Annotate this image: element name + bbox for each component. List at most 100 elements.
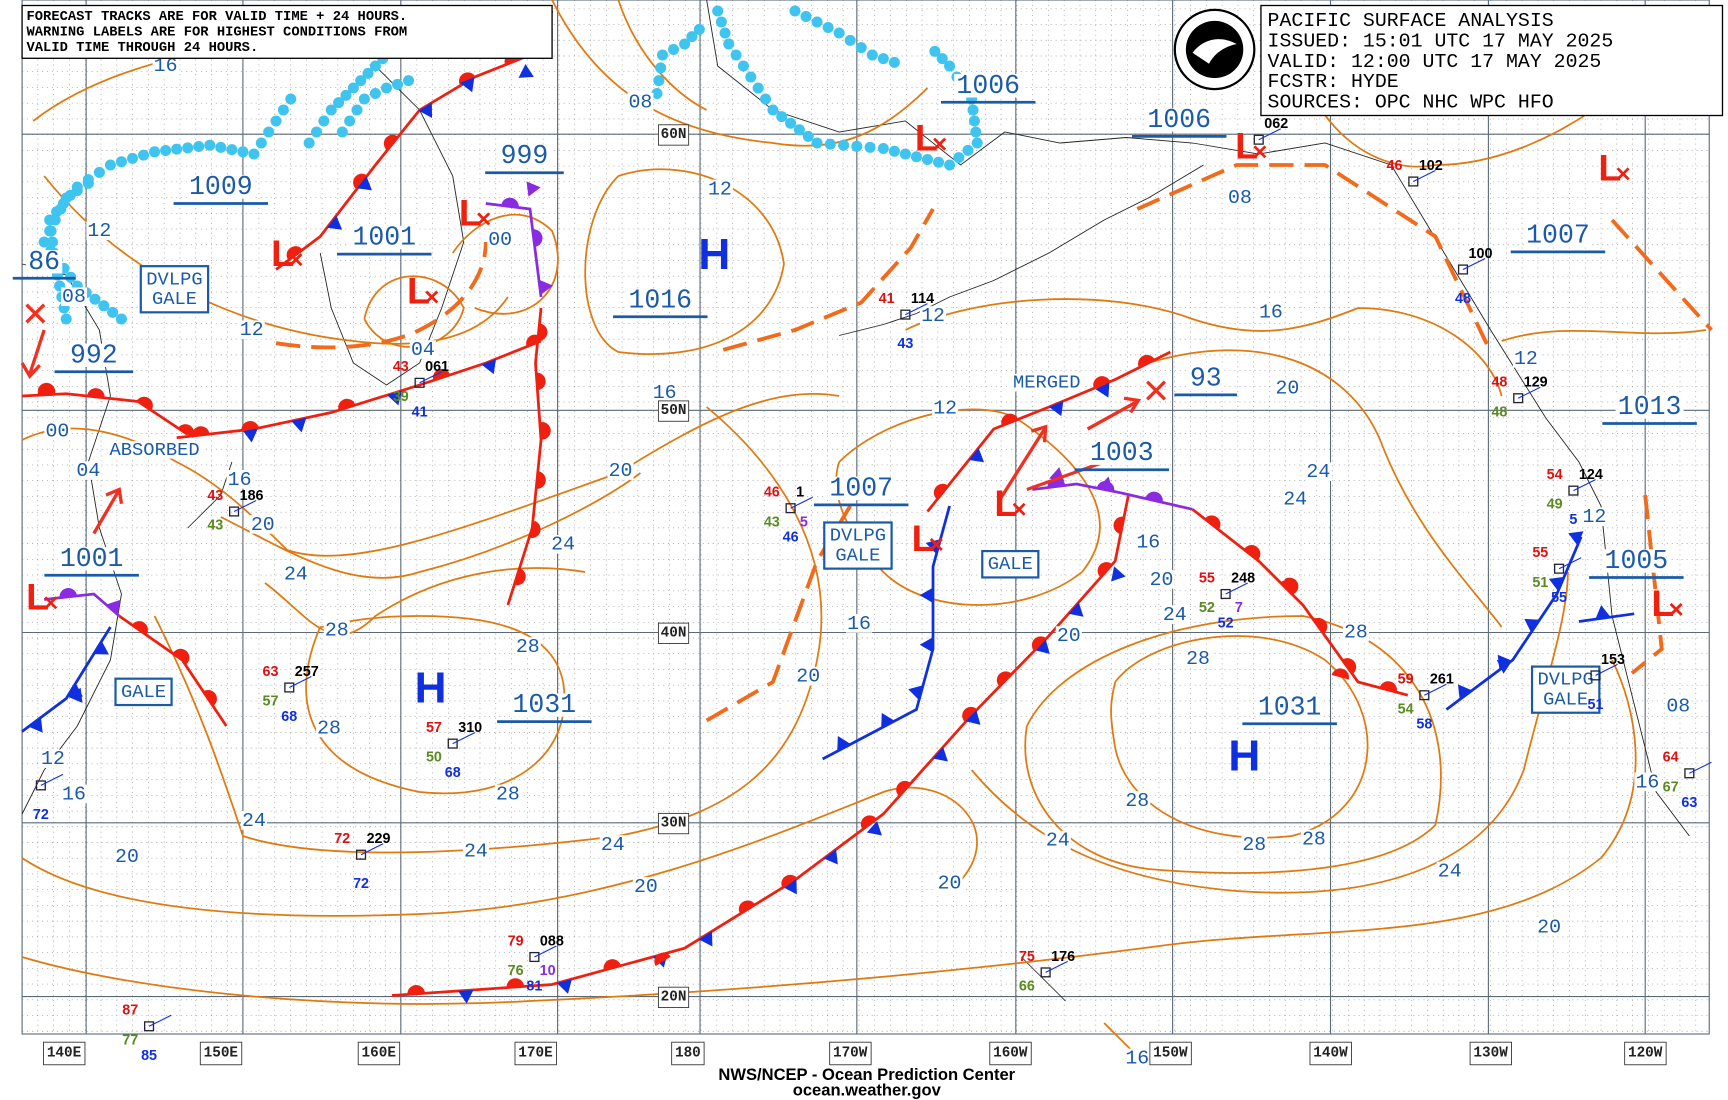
isobar-label: 16 [1259,301,1283,324]
lat-label: 40N [661,625,687,641]
ice-dot [355,75,367,87]
station-t: 59 [1398,672,1414,688]
track-arrow [1086,396,1142,431]
coastline [839,164,1204,336]
station-d: 39 [393,389,409,405]
isobar-label-bg [1226,188,1253,208]
pressure-bg [350,225,419,250]
isobar-label-bg [1124,791,1151,810]
ice-dot [767,104,779,116]
lon-label-group: 180 [671,1041,705,1066]
pressure-value: 93 [1190,363,1222,393]
pressure-bg [827,476,896,501]
cold-barb [68,687,83,703]
track-arrow [997,424,1048,502]
front-line [506,307,543,606]
wind-barb [1573,479,1596,492]
station-d: 66 [1019,978,1035,994]
pressure-bg [1602,549,1671,573]
wind-barb [905,303,928,316]
ice-dot [824,138,836,150]
note-group: MERGED [1010,372,1083,394]
station-p: 1 [796,485,804,501]
pressure-bg [26,250,63,274]
isobar-label-group: 16 [1135,531,1162,554]
station-t: 72 [334,831,350,847]
warning-label: GALE [1543,689,1588,711]
isobar-label-bg [75,461,102,480]
station-p: 153 [1601,652,1625,668]
ice-dot [115,313,127,325]
isobar-label: 16 [653,381,677,404]
isobar [1024,615,1442,874]
ice-dot [822,22,834,33]
isobar-label-group: 16 [845,612,873,635]
ice-dot [899,148,911,160]
cold-barb [291,417,307,433]
label-box [657,622,690,644]
lat-label-group: 30N [657,812,690,835]
isobar-label: 16 [1136,531,1160,554]
pressure-value: 86 [28,247,60,277]
cold-barb [106,599,121,615]
isobar-label: 20 [1057,624,1081,647]
warm-barb [338,398,356,411]
station-symbol [229,506,240,517]
ice-dot [737,60,749,72]
front-line [485,202,543,298]
isobar-label: 12 [1514,347,1538,370]
isobar-label: 24 [284,562,308,585]
isobar-label: 28 [1302,828,1326,851]
warning-label: GALE [152,288,197,310]
isobar-label: 28 [1125,789,1149,812]
station-p: 248 [1231,570,1255,586]
low-center: L [915,117,938,159]
isobar-label: 00 [488,228,512,251]
station-t: 46 [1387,158,1403,174]
station-symbol [284,682,295,693]
lon-label: 160E [362,1045,397,1061]
station-e: 5 [800,514,808,530]
warm-barb [1313,617,1328,634]
isobar-label-bg [1581,507,1608,527]
station-w: 48 [1455,291,1471,307]
isobar [1110,635,1369,839]
cold-barb [28,717,43,733]
lon-label-group: 170E [514,1041,557,1066]
isobar-label: 20 [251,513,275,536]
ice-dot [944,159,956,171]
lat-label-group: 50N [657,400,690,422]
isobar-label-bg [706,179,733,199]
isobar-label: 16 [1125,1046,1149,1069]
station: 54 124 49 5 [1547,467,1603,528]
station-p: 257 [295,664,319,680]
wind-barb [1045,960,1068,973]
isobar-label-bg [316,718,343,738]
warm-barb [1342,658,1357,675]
station-w: 63 [1681,795,1697,811]
pressure-bg [498,144,551,168]
label-box [1309,1041,1352,1066]
ice-dot [226,144,238,156]
station: 46 102 [1387,158,1443,187]
station: 75 176 66 [1019,949,1075,995]
station-w: 68 [445,765,461,781]
station-symbol [1568,485,1579,496]
warm-barb [87,388,105,398]
isobar-label-group: 24 [240,809,267,832]
info-line: FCSTR: HYDE [1268,70,1399,93]
warm-barb [781,874,798,889]
isobar-label-group: 28 [1184,647,1212,670]
ice-dot [98,300,110,312]
ice-dot [910,151,922,163]
isobar-label-bg [1665,696,1692,716]
warm-barb [241,421,259,432]
isobar-label-bg [1161,605,1188,624]
warm-barb [529,520,541,539]
label-box [657,124,690,146]
station-p: 100 [1469,246,1493,262]
ice-dot [160,144,172,156]
ice-dot [391,78,404,90]
warm-barb [353,173,368,190]
